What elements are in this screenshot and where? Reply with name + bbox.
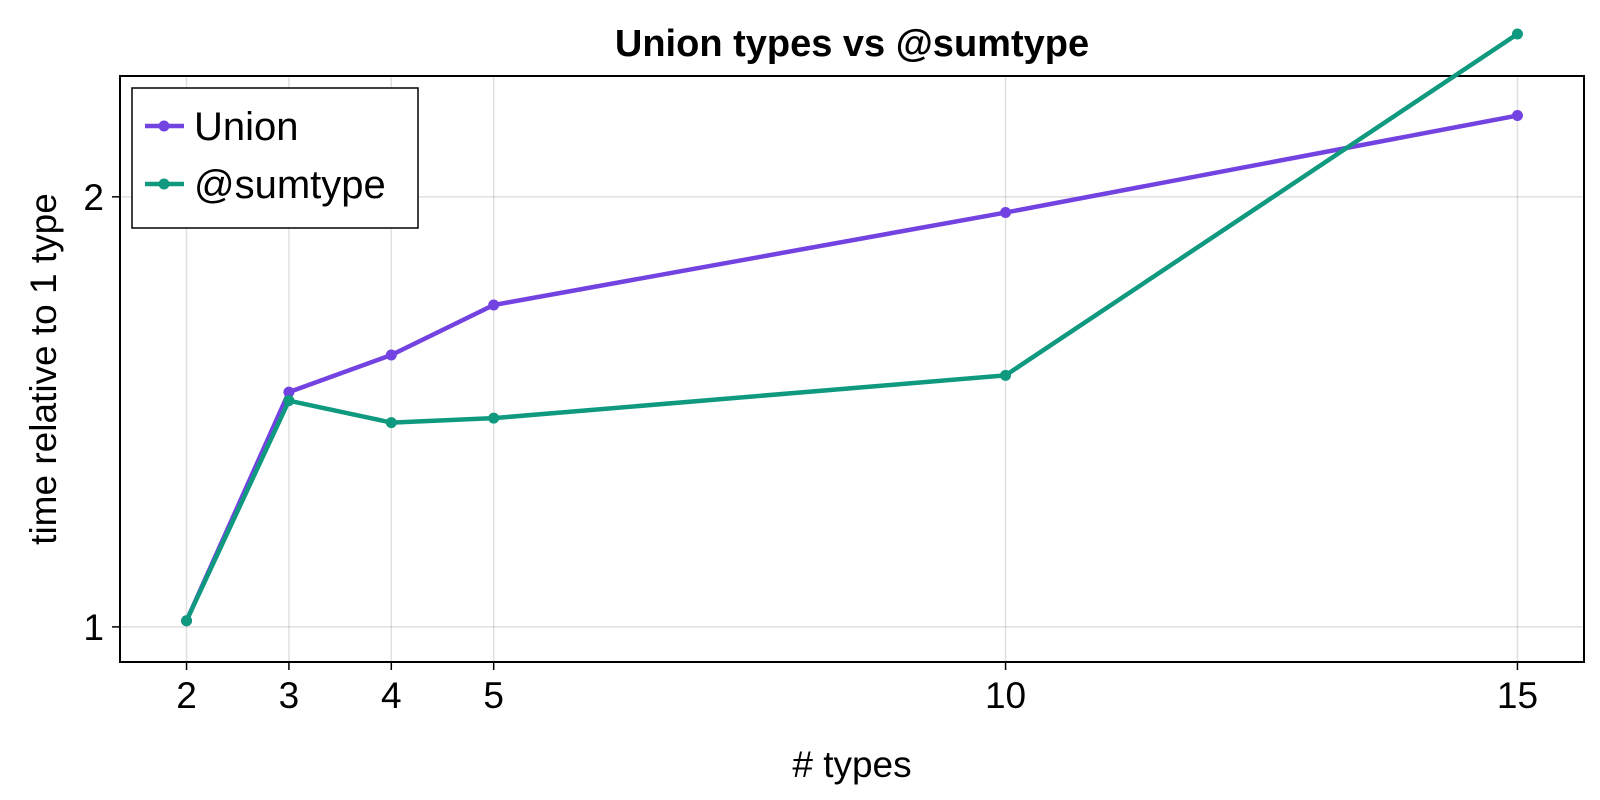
x-tick-label: 4 [381,675,402,716]
y-tick-label: 2 [83,177,104,218]
legend-swatch-marker [158,120,170,132]
x-tick-label: 5 [483,675,504,716]
legend-item: Union [145,105,299,149]
data-point [1511,28,1523,40]
data-point [283,386,295,398]
data-point [181,615,193,627]
data-point [1000,369,1012,381]
x-tick-label: 10 [985,675,1026,716]
y-tick-label: 1 [83,607,104,648]
legend: Union @sumtype [131,87,419,229]
series-line [184,32,1519,622]
plot-frame [119,75,1585,663]
series-sumtype [181,28,1523,627]
x-tick-label: 3 [279,675,300,716]
data-point [488,299,500,311]
axis-ticks: 2 3 4 5 10 15 1 2 [83,177,1538,716]
series-layer [181,28,1523,627]
data-point [385,349,397,361]
data-point [488,412,500,424]
legend-item: @sumtype [145,163,386,207]
chart-title: Union types vs @sumtype [615,23,1089,65]
legend-swatch-marker [158,178,170,190]
legend-label: @sumtype [194,163,386,207]
x-tick-label: 15 [1497,675,1538,716]
x-axis-label: # types [792,744,911,785]
series-line [184,113,1518,622]
data-point [1000,207,1012,219]
data-point [385,417,397,429]
x-tick-label: 2 [176,675,197,716]
data-point [1511,110,1523,122]
data-point [283,395,295,407]
y-axis-label: time relative to 1 type [23,193,64,545]
series-union [181,110,1523,627]
legend-box [131,87,419,229]
legend-label: Union [194,105,299,149]
